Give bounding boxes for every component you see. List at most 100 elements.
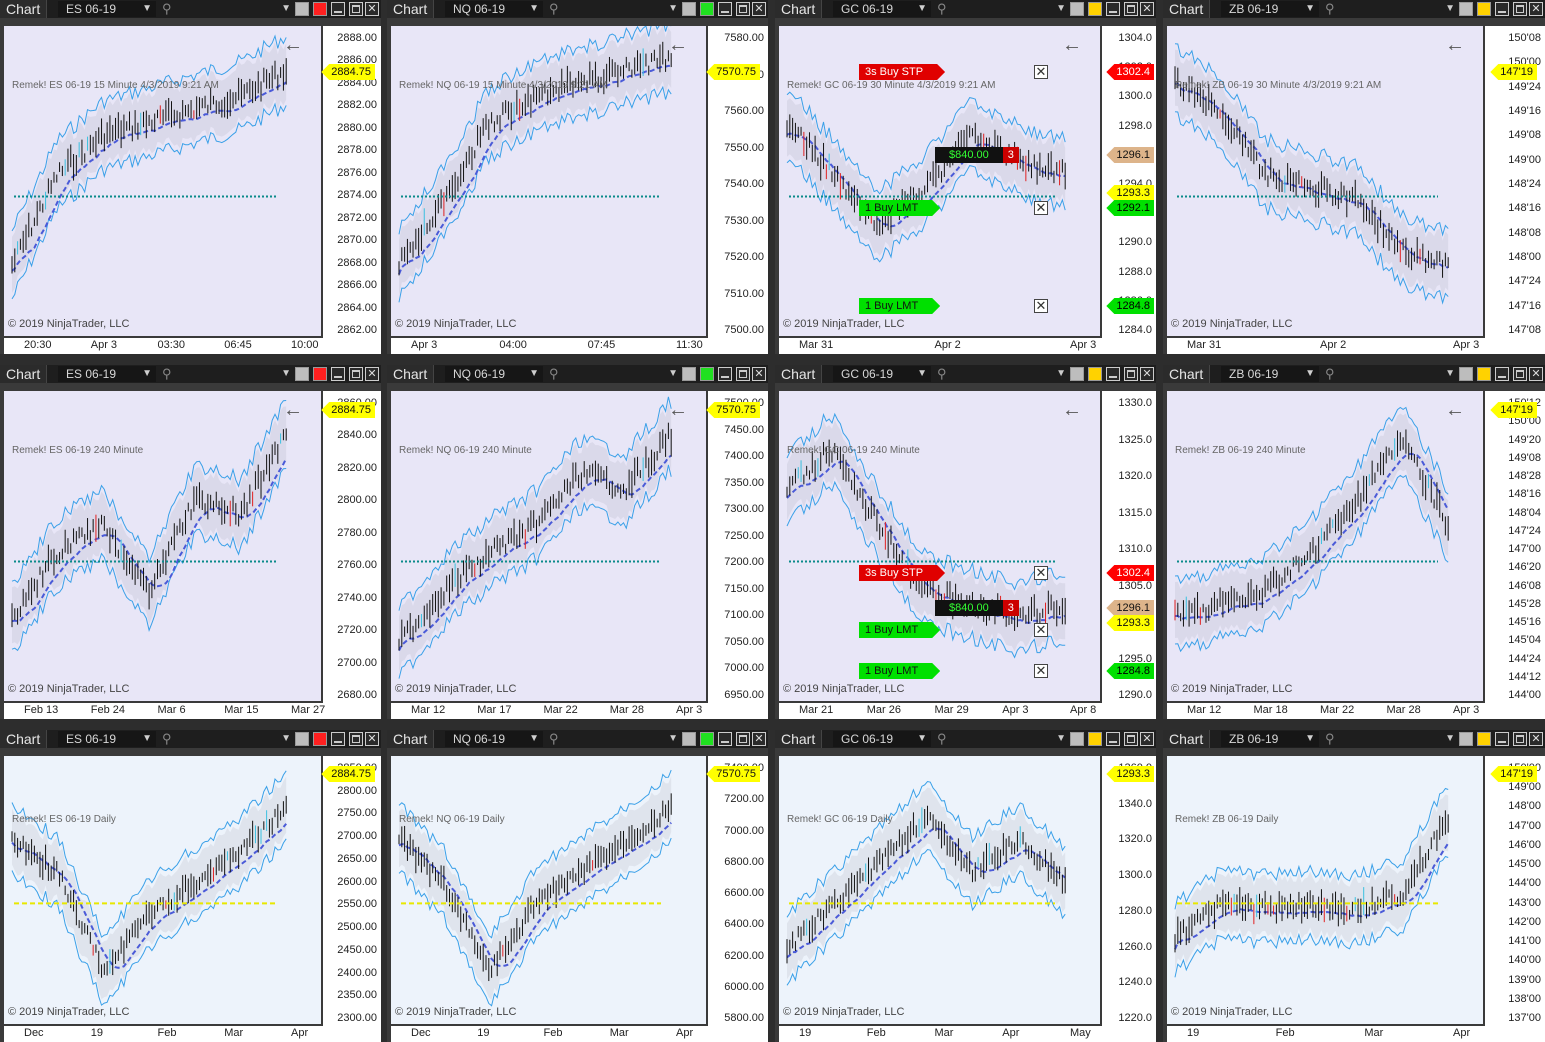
link-color-button[interactable] <box>1070 732 1084 746</box>
maximize-button[interactable] <box>349 2 363 16</box>
close-button[interactable]: ✕ <box>1140 732 1154 746</box>
back-arrow-icon[interactable]: ← <box>283 399 303 421</box>
instrument-link-button[interactable] <box>313 2 327 16</box>
time-axis[interactable]: Dec 19 Feb Mar Apr <box>391 1026 768 1042</box>
time-axis[interactable]: Mar 31 Apr 2 Apr 3 <box>779 338 1156 354</box>
minimize-button[interactable] <box>1106 732 1120 746</box>
minimize-button[interactable] <box>1106 367 1120 381</box>
chart-plot-area[interactable] <box>1167 26 1483 336</box>
instrument-selector[interactable]: ZB 06-19 ▼ <box>1221 731 1319 747</box>
close-button[interactable]: ✕ <box>365 2 379 16</box>
chart-title[interactable]: Chart <box>775 365 823 383</box>
maximize-button[interactable] <box>736 732 750 746</box>
chart-title[interactable]: Chart <box>1163 0 1211 18</box>
dropdown-icon[interactable]: ▼ <box>1056 733 1066 744</box>
chart-title[interactable]: Chart <box>1163 730 1211 748</box>
price-axis[interactable]: 1330.01325.01320.01315.01310.01305.01300… <box>1102 391 1156 703</box>
chart-title[interactable]: Chart <box>387 730 435 748</box>
cancel-order-icon[interactable]: ✕ <box>1034 298 1048 313</box>
instrument-selector[interactable]: ES 06-19 ▼ <box>58 731 156 747</box>
back-arrow-icon[interactable]: ← <box>668 34 688 56</box>
order-label[interactable]: 3s Buy STP <box>859 64 945 80</box>
dropdown-icon[interactable]: ▼ <box>281 368 291 379</box>
search-icon[interactable]: ⚲ <box>937 1 947 16</box>
search-icon[interactable]: ⚲ <box>162 731 172 746</box>
back-arrow-icon[interactable]: ← <box>1062 34 1082 56</box>
time-axis[interactable]: 19 Feb Mar Apr May <box>779 1026 1156 1042</box>
minimize-button[interactable] <box>1495 367 1509 381</box>
chart-title[interactable]: Chart <box>387 0 435 18</box>
time-axis[interactable]: 20:30 Apr 3 03:30 06:45 10:00 <box>4 338 381 354</box>
instrument-selector[interactable]: GC 06-19 ▼ <box>833 1 931 17</box>
search-icon[interactable]: ⚲ <box>1325 731 1335 746</box>
chart-plot-area[interactable] <box>391 26 706 336</box>
instrument-link-button[interactable] <box>1088 2 1102 16</box>
link-color-button[interactable] <box>295 732 309 746</box>
order-label[interactable]: 1 Buy LMT <box>859 663 940 679</box>
maximize-button[interactable] <box>349 367 363 381</box>
position-pnl[interactable]: $840.00 3 <box>935 600 1019 616</box>
dropdown-icon[interactable]: ▼ <box>281 3 291 14</box>
maximize-button[interactable] <box>1124 2 1138 16</box>
instrument-link-button[interactable] <box>313 732 327 746</box>
dropdown-icon[interactable]: ▼ <box>1056 368 1066 379</box>
link-color-button[interactable] <box>1070 367 1084 381</box>
chart-title[interactable]: Chart <box>1163 365 1211 383</box>
time-axis[interactable]: Apr 3 04:00 07:45 11:30 <box>391 338 768 354</box>
maximize-button[interactable] <box>736 2 750 16</box>
search-icon[interactable]: ⚲ <box>1325 1 1335 16</box>
instrument-selector[interactable]: GC 06-19 ▼ <box>833 731 931 747</box>
dropdown-icon[interactable]: ▼ <box>668 368 678 379</box>
time-axis[interactable]: Mar 31 Apr 2 Apr 3 <box>1167 338 1545 354</box>
minimize-button[interactable] <box>331 732 345 746</box>
time-axis[interactable]: Mar 12 Mar 17 Mar 22 Mar 28 Apr 3 <box>391 703 768 719</box>
dropdown-icon[interactable]: ▼ <box>1445 733 1455 744</box>
instrument-selector[interactable]: NQ 06-19 ▼ <box>445 366 543 382</box>
dropdown-icon[interactable]: ▼ <box>668 3 678 14</box>
instrument-selector[interactable]: ZB 06-19 ▼ <box>1221 366 1319 382</box>
maximize-button[interactable] <box>1513 732 1527 746</box>
instrument-link-button[interactable] <box>1477 732 1491 746</box>
order-label[interactable]: 1 Buy LMT <box>859 622 940 638</box>
cancel-order-icon[interactable]: ✕ <box>1034 200 1048 215</box>
chart-plot-area[interactable] <box>4 391 321 701</box>
link-color-button[interactable] <box>295 2 309 16</box>
instrument-selector[interactable]: ES 06-19 ▼ <box>58 1 156 17</box>
link-color-button[interactable] <box>295 367 309 381</box>
time-axis[interactable]: Mar 12 Mar 18 Mar 22 Mar 28 Apr 3 <box>1167 703 1545 719</box>
cancel-order-icon[interactable]: ✕ <box>1034 64 1048 79</box>
cancel-order-icon[interactable]: ✕ <box>1034 565 1048 580</box>
chart-title[interactable]: Chart <box>387 365 435 383</box>
search-icon[interactable]: ⚲ <box>937 731 947 746</box>
maximize-button[interactable] <box>1124 367 1138 381</box>
chart-title[interactable]: Chart <box>0 365 48 383</box>
link-color-button[interactable] <box>1070 2 1084 16</box>
back-arrow-icon[interactable]: ← <box>1062 399 1082 421</box>
time-axis[interactable]: 19 Feb Mar Apr <box>1167 1026 1545 1042</box>
link-color-button[interactable] <box>1459 732 1473 746</box>
link-color-button[interactable] <box>682 367 696 381</box>
order-label[interactable]: 3s Buy STP <box>859 565 945 581</box>
search-icon[interactable]: ⚲ <box>549 731 559 746</box>
close-button[interactable]: ✕ <box>1140 2 1154 16</box>
instrument-link-button[interactable] <box>1088 367 1102 381</box>
instrument-link-button[interactable] <box>700 2 714 16</box>
dropdown-icon[interactable]: ▼ <box>668 733 678 744</box>
dropdown-icon[interactable]: ▼ <box>1056 3 1066 14</box>
chart-title[interactable]: Chart <box>775 0 823 18</box>
order-label[interactable]: 1 Buy LMT <box>859 200 940 216</box>
instrument-selector[interactable]: ES 06-19 ▼ <box>58 366 156 382</box>
maximize-button[interactable] <box>1124 732 1138 746</box>
time-axis[interactable]: Mar 21 Mar 26 Mar 29 Apr 3 Apr 8 <box>779 703 1156 719</box>
maximize-button[interactable] <box>349 732 363 746</box>
chart-plot-area[interactable] <box>4 26 321 336</box>
instrument-link-button[interactable] <box>313 367 327 381</box>
maximize-button[interactable] <box>736 367 750 381</box>
back-arrow-icon[interactable]: ← <box>668 399 688 421</box>
price-axis[interactable]: 150'00149'00148'00147'00146'00145'00144'… <box>1485 756 1545 1026</box>
instrument-link-button[interactable] <box>700 732 714 746</box>
minimize-button[interactable] <box>1106 2 1120 16</box>
chart-title[interactable]: Chart <box>0 0 48 18</box>
dropdown-icon[interactable]: ▼ <box>1445 368 1455 379</box>
cancel-order-icon[interactable]: ✕ <box>1034 622 1048 637</box>
